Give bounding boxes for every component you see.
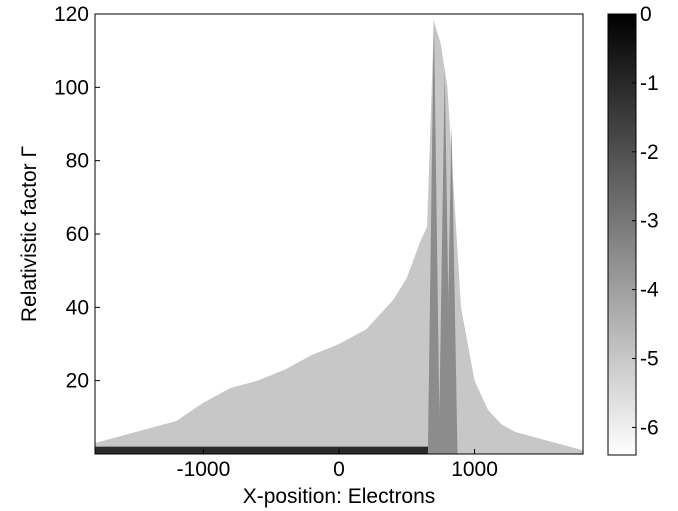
peak-spike bbox=[427, 14, 440, 454]
peak-marks bbox=[427, 14, 458, 454]
colorbar-tick-label: -6 bbox=[640, 416, 659, 439]
x-tick-label: 0 bbox=[333, 458, 345, 481]
colorbar-tick-label: -2 bbox=[640, 141, 659, 164]
peak-spike bbox=[445, 124, 458, 454]
colorbar-tick-label: -4 bbox=[640, 279, 659, 302]
colorbar-tick-label: 0 bbox=[640, 3, 652, 26]
y-tick-label: 40 bbox=[66, 296, 89, 319]
x-tick-label: 1000 bbox=[451, 458, 498, 481]
y-tick-label: 60 bbox=[66, 223, 89, 246]
density-envelope bbox=[95, 21, 583, 454]
colorbar-tick-label: -1 bbox=[640, 72, 659, 95]
y-tick-label: 20 bbox=[66, 370, 89, 393]
y-tick-label: 120 bbox=[54, 3, 89, 26]
y-axis-label: Relativistic factor Γ bbox=[18, 146, 41, 322]
colorbar-axis: 0 -1 -2 -3 -4 -5 -6 bbox=[632, 3, 659, 439]
y-axis: 20 40 60 80 100 120 bbox=[54, 3, 100, 393]
dense-core bbox=[95, 446, 443, 454]
x-axis-label: X-position: Electrons bbox=[243, 485, 436, 508]
colorbar bbox=[607, 13, 637, 456]
colorbar-tick-label: -5 bbox=[640, 348, 659, 371]
y-tick-label: 80 bbox=[66, 150, 89, 173]
colorbar-tick-label: -3 bbox=[640, 210, 659, 233]
x-axis: -1000 0 1000 bbox=[177, 449, 498, 481]
y-tick-label: 100 bbox=[54, 76, 89, 99]
x-tick-label: -1000 bbox=[177, 458, 231, 481]
heatmap-marks bbox=[95, 21, 583, 454]
